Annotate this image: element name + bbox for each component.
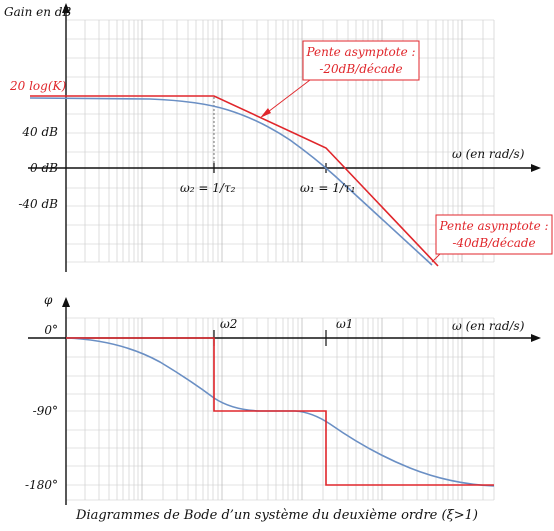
phase-omega2-label: ω2 [220, 317, 237, 331]
gain-x-label: ω (en rad/s) [452, 147, 525, 161]
tick-m40db: -40 dB [18, 197, 58, 211]
gain-y-arrow [62, 3, 70, 13]
phase-x-arrow [531, 334, 541, 342]
gain-y-label: Gain en dB [4, 5, 71, 19]
phase-y-label: φ [44, 293, 53, 307]
annot2-line1: Pente asymptote : [438, 219, 548, 233]
annot1-arrowhead [260, 108, 271, 118]
phase-asymptote [66, 337, 494, 486]
annot1-pointer [263, 79, 311, 116]
phase-grid [65, 317, 495, 501]
tick-m180deg: -180° [25, 478, 58, 492]
annot2-box [435, 214, 553, 255]
annot2-pointer [431, 253, 441, 263]
gain-axes [28, 10, 534, 272]
omega2-label: ω₂ = 1/τ₂ [180, 181, 236, 195]
tick-0deg: 0° [44, 323, 58, 337]
tick-0db: 0 dB [30, 161, 58, 175]
annot1-line2: -20dB/décade [319, 62, 402, 76]
phase-y-arrow [62, 297, 70, 307]
gain-grid [65, 19, 495, 263]
annot2-line2: -40dB/décade [452, 236, 535, 250]
omega1-label: ω₁ = 1/τ₁ [300, 181, 355, 195]
gain-real-curve [29, 97, 433, 266]
gain-x-arrow [531, 164, 541, 172]
tick-m90deg: -90° [33, 404, 58, 418]
tick-40db: 40 dB [21, 125, 58, 139]
phase-omega1-label: ω1 [336, 317, 353, 331]
annot1-box [302, 40, 420, 81]
gain-asymptote [30, 95, 439, 267]
annot1-line1: Pente asymptote : [305, 45, 415, 59]
phase-real-curve [65, 337, 495, 487]
tick-20logK: 20 log(K) [9, 79, 66, 93]
figure-caption: Diagrammes de Bode d’un système du deuxi… [76, 508, 478, 523]
phase-x-label: ω (en rad/s) [452, 319, 525, 333]
